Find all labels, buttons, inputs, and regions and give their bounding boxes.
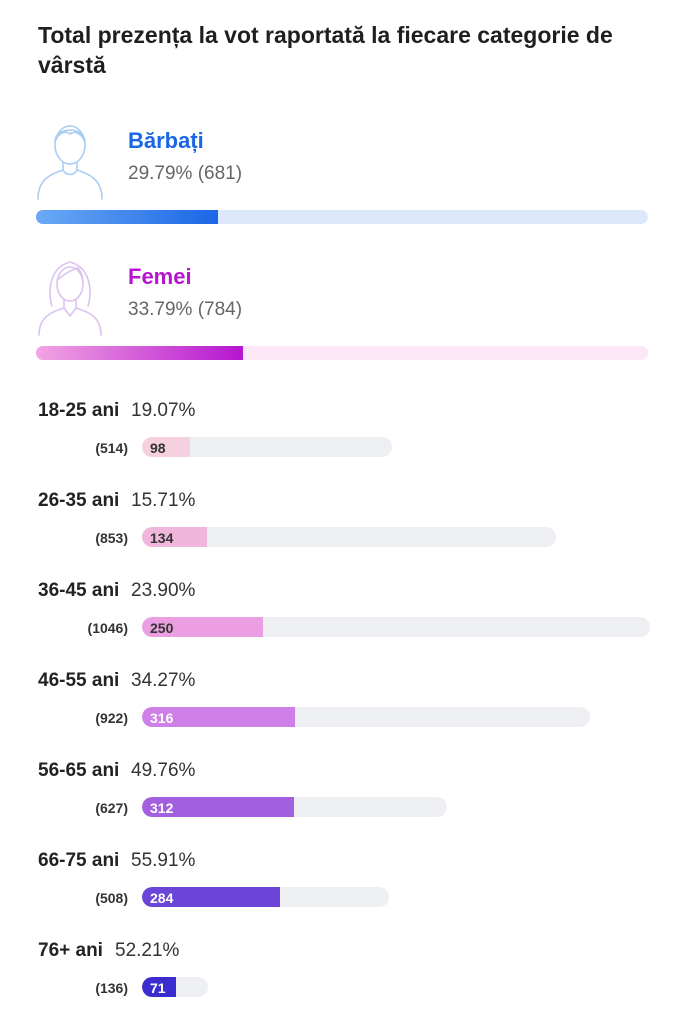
age-group-total: (853) xyxy=(95,530,128,546)
gender-bar-track xyxy=(36,346,648,360)
age-group-count: 71 xyxy=(150,980,166,996)
age-group-count: 98 xyxy=(150,440,166,456)
age-group-row: 36-45 ani 23.90% (1046) 250 xyxy=(38,580,658,650)
age-bar-track xyxy=(142,977,209,997)
age-bar-fill xyxy=(142,437,190,457)
age-group-count: 284 xyxy=(150,890,174,906)
age-bar-track xyxy=(142,527,557,547)
gender-label: Femei xyxy=(128,264,192,289)
age-group-count: 312 xyxy=(150,800,174,816)
age-group-row: 56-65 ani 49.76% (627) 312 xyxy=(38,760,658,830)
age-group-row: 26-35 ani 15.71% (853) 134 xyxy=(38,490,658,560)
age-group-count: 250 xyxy=(150,620,174,636)
man-icon xyxy=(37,125,103,200)
chart-title: Total prezența la vot raportată la fieca… xyxy=(38,22,613,78)
gender-value: 33.79% (784) xyxy=(128,299,243,320)
age-bar-track xyxy=(142,797,447,817)
age-group-count: 316 xyxy=(150,710,174,726)
age-group-total: (514) xyxy=(95,440,128,456)
age-group-total: (136) xyxy=(95,980,128,996)
age-group-label: 76+ ani xyxy=(38,940,103,961)
age-bar-track xyxy=(142,887,389,907)
gender-icon-wrap xyxy=(36,118,104,200)
age-bar-track xyxy=(142,617,650,637)
age-group-percent: 55.91% xyxy=(131,850,196,871)
age-bar-track xyxy=(142,437,392,457)
age-group-percent: 49.76% xyxy=(131,760,196,781)
age-group-row: 66-75 ani 55.91% (508) 284 xyxy=(38,850,658,920)
age-group-label: 26-35 ani xyxy=(38,490,120,511)
gender-bar-fill xyxy=(36,346,243,360)
age-group-total: (922) xyxy=(95,710,128,726)
gender-bar-fill xyxy=(36,210,219,224)
gender-icon-wrap xyxy=(36,254,104,336)
age-bar-fill xyxy=(142,887,280,907)
age-group-percent: 23.90% xyxy=(131,580,196,601)
age-bar-fill xyxy=(142,707,296,727)
age-group-total: (1046) xyxy=(87,620,128,636)
age-group-row: 18-25 ani 19.07% (514) 98 xyxy=(38,400,658,470)
age-group-row: 46-55 ani 34.27% (922) 316 xyxy=(38,670,658,740)
age-bar-track xyxy=(142,707,590,727)
age-group-row: 76+ ani 52.21% (136) 71 xyxy=(38,940,658,1010)
age-group-label: 56-65 ani xyxy=(38,760,120,781)
gender-bar-track xyxy=(36,210,648,224)
age-group-percent: 52.21% xyxy=(115,940,180,961)
age-group-label: 36-45 ani xyxy=(38,580,120,601)
age-group-total: (627) xyxy=(95,800,128,816)
age-bar-fill xyxy=(142,617,264,637)
age-group-total: (508) xyxy=(95,890,128,906)
age-group-percent: 34.27% xyxy=(131,670,196,691)
age-group-label: 18-25 ani xyxy=(38,400,120,421)
age-group-count: 134 xyxy=(150,530,174,546)
age-bar-fill xyxy=(142,977,177,997)
age-bar-fill xyxy=(142,527,208,547)
woman-icon xyxy=(38,261,102,336)
age-group-percent: 15.71% xyxy=(131,490,196,511)
age-group-label: 66-75 ani xyxy=(38,850,120,871)
age-group-label: 46-55 ani xyxy=(38,670,120,691)
age-bar-fill xyxy=(142,797,294,817)
age-group-percent: 19.07% xyxy=(131,400,196,421)
gender-label: Bărbați xyxy=(128,128,204,153)
gender-value: 29.79% (681) xyxy=(128,163,243,184)
